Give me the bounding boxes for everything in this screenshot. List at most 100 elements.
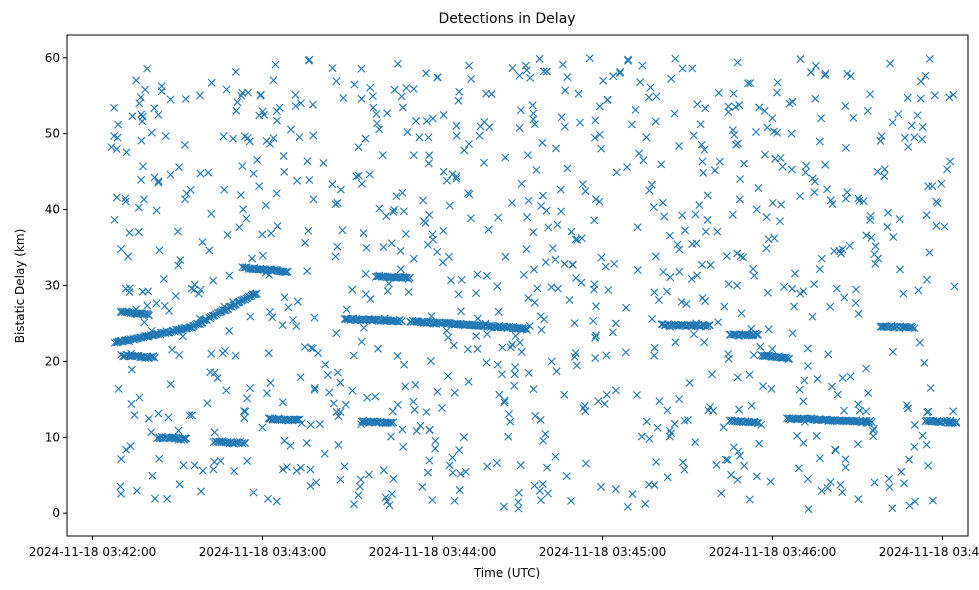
data-point <box>883 223 892 232</box>
data-point <box>728 126 737 135</box>
data-point <box>336 378 345 387</box>
data-point <box>454 96 463 105</box>
x-axis-ticks: 2024-11-18 03:42:00 2024-11-18 03:43:00 20… <box>29 536 979 559</box>
data-point <box>904 142 913 151</box>
data-point <box>256 91 265 100</box>
data-point <box>796 55 805 64</box>
data-point <box>110 103 119 112</box>
data-point <box>562 472 571 481</box>
data-point <box>751 418 760 427</box>
data-point <box>127 399 136 408</box>
data-point <box>551 144 560 153</box>
data-point <box>304 226 313 235</box>
data-point <box>419 196 428 205</box>
data-point <box>164 413 173 422</box>
data-point <box>873 167 882 176</box>
data-point <box>222 85 231 94</box>
data-point <box>439 167 448 176</box>
data-point <box>215 308 224 317</box>
data-point <box>553 284 562 293</box>
data-point <box>921 71 930 80</box>
data-point <box>570 352 579 361</box>
data-point <box>570 319 579 328</box>
data-point <box>833 390 842 399</box>
data-point <box>387 418 396 427</box>
data-point <box>415 133 424 142</box>
data-point <box>539 436 548 445</box>
data-point <box>657 160 666 169</box>
data-point <box>150 353 159 362</box>
data-point <box>231 67 240 76</box>
data-point <box>131 351 140 360</box>
data-point <box>364 470 373 479</box>
data-point <box>728 210 737 219</box>
data-point <box>398 188 407 197</box>
data-point <box>841 143 850 152</box>
data-point <box>264 349 273 358</box>
data-point <box>885 483 894 492</box>
data-point <box>543 489 552 498</box>
data-point <box>523 213 532 222</box>
data-point <box>143 64 152 73</box>
data-point <box>485 123 494 132</box>
data-point <box>401 230 410 239</box>
data-point <box>501 153 510 162</box>
data-point <box>306 465 315 474</box>
data-point <box>349 351 358 360</box>
data-point <box>425 151 434 160</box>
data-point <box>528 101 537 110</box>
data-point <box>361 270 370 278</box>
data-point <box>196 169 205 178</box>
data-point <box>740 159 749 168</box>
data-point <box>537 202 546 210</box>
data-point <box>533 284 542 293</box>
data-point <box>238 88 247 97</box>
data-point <box>333 242 342 251</box>
data-point <box>284 303 293 312</box>
data-point <box>354 143 363 152</box>
data-point <box>137 110 146 119</box>
data-point <box>368 92 377 101</box>
data-point <box>932 197 941 206</box>
data-point <box>687 274 696 283</box>
data-point <box>808 174 817 183</box>
data-point <box>361 134 370 143</box>
data-point <box>840 406 849 415</box>
data-point <box>916 94 925 103</box>
data-point <box>670 109 679 118</box>
data-point <box>350 80 359 89</box>
data-point <box>268 313 277 322</box>
data-point <box>157 82 166 91</box>
data-point <box>689 330 698 339</box>
data-point <box>248 254 256 263</box>
data-point <box>209 311 218 320</box>
data-point <box>207 78 216 87</box>
data-point <box>768 345 777 354</box>
data-point <box>242 214 251 223</box>
data-point <box>467 74 476 83</box>
data-point <box>645 434 654 443</box>
data-point <box>590 216 599 225</box>
data-point <box>777 200 786 209</box>
data-point <box>278 321 287 330</box>
data-point <box>472 289 481 298</box>
data-point <box>651 252 660 261</box>
data-point <box>138 287 147 296</box>
data-point <box>808 312 817 321</box>
data-point <box>918 122 927 131</box>
data-point <box>452 131 461 140</box>
data-point <box>641 499 650 508</box>
data-point <box>755 439 764 448</box>
data-point <box>628 490 637 499</box>
data-point <box>709 406 718 415</box>
data-point <box>729 330 738 339</box>
data-point <box>665 231 674 240</box>
data-point <box>425 425 434 434</box>
data-point <box>423 468 432 477</box>
y-axis-ticks: 0 10 20 30 40 50 60 <box>45 51 67 520</box>
data-point <box>604 285 613 294</box>
data-point <box>397 317 406 326</box>
data-point <box>425 210 434 219</box>
data-point <box>678 64 687 73</box>
data-point <box>724 108 733 117</box>
